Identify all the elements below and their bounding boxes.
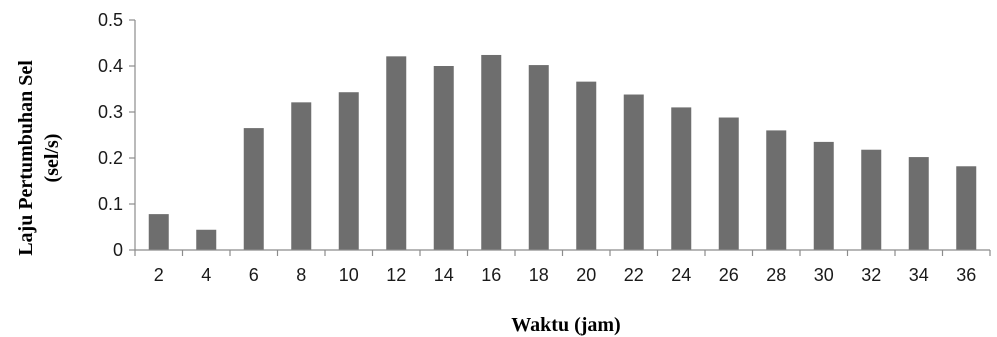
y-tick-label: 0.1 [98,194,123,214]
bar [766,130,787,250]
x-tick-label: 22 [624,265,644,285]
bars [148,54,977,251]
x-tick-label: 30 [814,265,834,285]
x-tick-label: 10 [339,265,359,285]
y-tick-label: 0.4 [98,56,123,76]
bar [623,94,644,251]
y-axis-unit: (sel/s) [41,134,63,183]
x-tick-label: 4 [201,265,211,285]
x-tick-label: 24 [671,265,691,285]
x-tick-label: 36 [956,265,976,285]
bar [338,92,359,250]
y-tick-label: 0 [113,240,123,260]
bar [481,54,502,251]
x-tick-label: 34 [909,265,929,285]
x-tick-label: 32 [861,265,881,285]
bar [718,117,739,251]
x-tick-label: 6 [249,265,259,285]
bar [433,66,454,250]
x-tick-label: 2 [154,265,164,285]
bar [528,65,549,250]
y-axis: 0 0.1 0.2 0.3 0.4 0.5 [98,10,136,260]
x-tick-label: 26 [719,265,739,285]
y-tick-label: 0.5 [98,10,123,30]
bar [291,102,312,250]
bar [671,107,692,251]
x-tick-label: 8 [296,265,306,285]
bar [148,214,169,250]
bar [196,229,217,250]
y-tick-label: 0.3 [98,102,123,122]
bar [813,141,834,250]
bar [576,81,597,250]
x-tick-label: 28 [766,265,786,285]
x-tick-label: 12 [386,265,406,285]
x-tick-label: 16 [481,265,501,285]
y-axis-title: Laju Pertumbuhan Sel [15,60,37,256]
bar [908,157,929,250]
bar [386,56,407,251]
bar [861,149,882,250]
bar [956,166,977,250]
x-tick-label: 14 [434,265,454,285]
x-tick-label: 18 [529,265,549,285]
x-tick-label: 20 [576,265,596,285]
x-axis-title: Waktu (jam) [511,314,620,336]
y-tick-label: 0.2 [98,148,123,168]
bar [243,128,264,250]
x-axis: 2 4 6 8 10 12 14 16 18 20 22 24 26 28 30 32 34 36 [134,249,991,285]
